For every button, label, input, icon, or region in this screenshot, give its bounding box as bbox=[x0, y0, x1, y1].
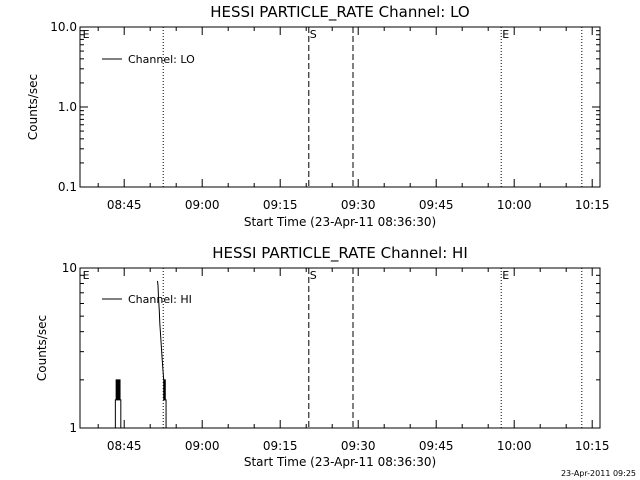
chart1-x-tick-label: 09:30 bbox=[341, 198, 376, 212]
chart1-marker-label: E bbox=[502, 28, 509, 41]
chart2-marker-label: S bbox=[310, 269, 317, 282]
chart1-x-tick-label: 09:45 bbox=[419, 198, 454, 212]
chart2-x-tick-label: 10:15 bbox=[575, 439, 610, 453]
chart2-legend-label: Channel: HI bbox=[128, 293, 192, 306]
chart2-x-tick-label: 09:45 bbox=[419, 439, 454, 453]
chart2-marker-label: E bbox=[502, 269, 509, 282]
chart2-y-tick-label: 10 bbox=[62, 261, 77, 275]
chart2-x-tick-label: 08:45 bbox=[107, 439, 142, 453]
chart2-title: HESSI PARTICLE_RATE Channel: HI bbox=[212, 244, 468, 263]
chart1-y-tick-label: 10.0 bbox=[50, 20, 77, 34]
chart1-x-tick-label: 08:45 bbox=[107, 198, 142, 212]
chart1-y-tick-label: 1.0 bbox=[58, 100, 77, 114]
chart2-series-line-1 bbox=[114, 379, 122, 428]
chart1-x-tick-label: 10:15 bbox=[575, 198, 610, 212]
chart2-y-axis-label: Counts/sec bbox=[35, 315, 49, 381]
chart1-x-tick-label: 09:00 bbox=[185, 198, 220, 212]
chart1-y-tick-label: 0.1 bbox=[58, 180, 77, 194]
chart2-x-tick-label: 09:15 bbox=[263, 439, 298, 453]
chart2-edge-marker-label: E bbox=[83, 269, 90, 282]
chart1-x-axis-label: Start Time (23-Apr-11 08:36:30) bbox=[244, 215, 436, 229]
chart1-legend-label: Channel: LO bbox=[128, 53, 195, 66]
chart2-x-tick-label: 09:00 bbox=[185, 439, 220, 453]
timestamp-stamp: 23-Apr-2011 09:25 bbox=[561, 469, 636, 478]
chart1-title: HESSI PARTICLE_RATE Channel: LO bbox=[210, 3, 469, 22]
chart2-x-tick-label: 10:00 bbox=[497, 439, 532, 453]
chart2-series-line-2 bbox=[156, 280, 167, 428]
chart1-x-tick-label: 09:15 bbox=[263, 198, 298, 212]
chart1-y-axis-label: Counts/sec bbox=[26, 74, 40, 140]
chart2-x-tick-label: 09:30 bbox=[341, 439, 376, 453]
chart1-plot-frame bbox=[79, 26, 601, 188]
chart2-plot-frame bbox=[79, 267, 601, 429]
chart1-x-tick-label: 10:00 bbox=[497, 198, 532, 212]
chart1-marker-label: S bbox=[310, 28, 317, 41]
chart2-y-tick-label: 1 bbox=[69, 421, 77, 435]
chart1-edge-marker-label: E bbox=[83, 28, 90, 41]
chart2-x-axis-label: Start Time (23-Apr-11 08:36:30) bbox=[244, 455, 436, 469]
